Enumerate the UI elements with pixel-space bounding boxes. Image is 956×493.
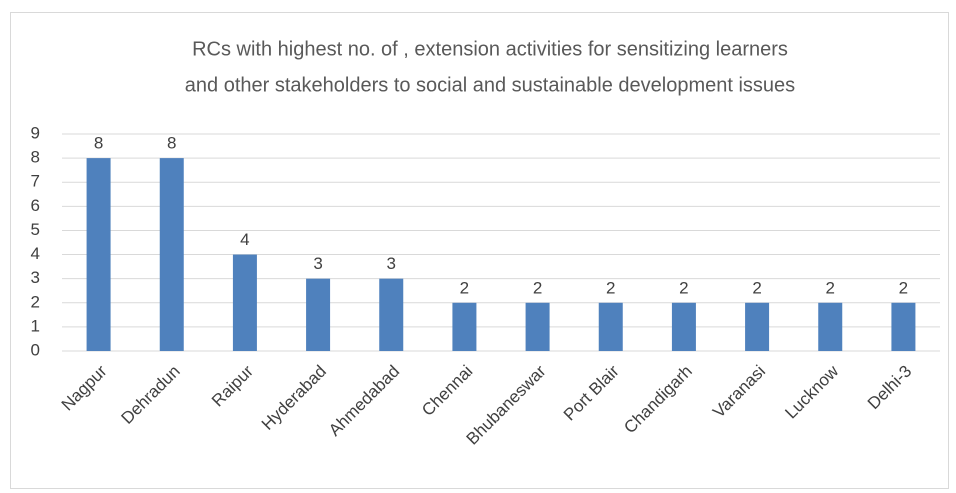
data-label: 8: [94, 134, 103, 153]
data-label: 2: [533, 278, 542, 297]
y-tick-label: 3: [31, 268, 40, 287]
data-label: 2: [826, 278, 835, 297]
bar: [452, 302, 477, 351]
bar: [232, 254, 257, 351]
y-tick-label: 8: [31, 148, 40, 167]
data-label: 4: [240, 230, 249, 249]
y-tick-label: 6: [31, 196, 40, 215]
data-label: 3: [313, 254, 322, 273]
data-label: 2: [460, 278, 469, 297]
data-label: 2: [606, 278, 615, 297]
y-tick-label: 7: [31, 172, 40, 191]
bar: [671, 302, 696, 351]
y-tick-label: 4: [31, 244, 40, 263]
chart-title: and other stakeholders to social and sus…: [185, 74, 795, 96]
data-label: 3: [387, 254, 396, 273]
data-label: 2: [752, 278, 761, 297]
y-tick-label: 0: [31, 340, 40, 359]
bar: [598, 302, 623, 351]
bar: [525, 302, 550, 351]
y-tick-label: 1: [31, 316, 40, 335]
y-tick-label: 9: [31, 123, 40, 142]
bar: [745, 302, 770, 351]
bar: [159, 158, 184, 351]
bar: [818, 302, 843, 351]
bar: [891, 302, 916, 351]
bar: [86, 158, 111, 351]
bar: [306, 278, 331, 351]
y-tick-label: 2: [31, 292, 40, 311]
bar: [379, 278, 404, 351]
y-tick-label: 5: [31, 220, 40, 239]
chart-title: RCs with highest no. of , extension acti…: [192, 38, 788, 60]
data-label: 2: [679, 278, 688, 297]
data-label: 2: [899, 278, 908, 297]
data-label: 8: [167, 134, 176, 153]
